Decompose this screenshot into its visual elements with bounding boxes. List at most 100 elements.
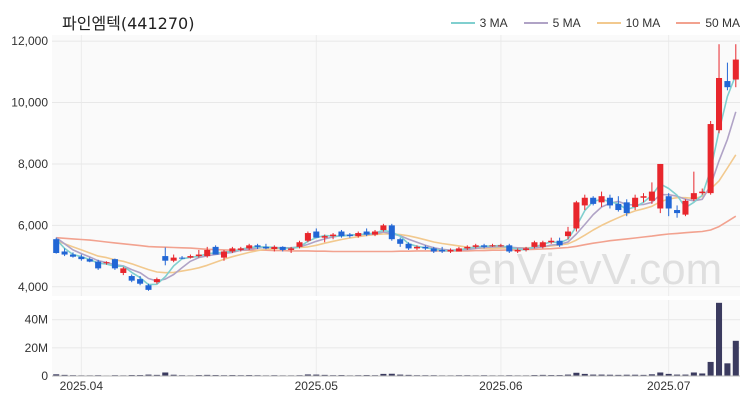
legend-swatch-ma50 [676,22,701,24]
volume-bar [170,374,177,376]
candle-body [137,279,144,284]
candle-body [506,245,513,252]
volume-tick-label: 40M [25,313,48,327]
y-tick-label: 6,000 [18,218,48,232]
volume-tick-label: 20M [25,341,48,355]
x-tick-label: 2025.06 [479,379,523,393]
candle-body [682,200,689,215]
volume-bar [648,374,655,376]
legend-item-ma10: 10 MA [596,16,661,30]
volume-bar [162,372,169,376]
volume-bar [598,374,605,376]
x-tick-label: 2025.04 [60,379,104,393]
candle-body [179,257,186,259]
candle-body [237,248,244,250]
candle-body [229,248,236,252]
candle-body [120,268,127,273]
volume-bar [632,374,639,376]
candle-body [548,240,555,243]
candle-body [338,231,345,237]
candle-body [220,251,228,258]
candle-body [78,256,85,260]
candle-body [313,231,320,238]
volume-bar [732,340,739,376]
candle-body [413,246,420,249]
candle-body [724,81,731,88]
candle-body [346,234,353,237]
y-tick-label: 10,000 [11,96,48,110]
candle-body [195,254,202,257]
candle-body [497,245,504,247]
candle-body [523,248,530,250]
candle-body [657,163,664,209]
candle-body [363,231,370,235]
legend-label-ma10: 10 MA [625,16,661,30]
legend-item-ma3: 3 MA [450,16,508,30]
candle-body [128,276,135,281]
volume-bar [590,374,597,376]
legend-item-ma50: 50 MA [676,16,740,30]
candle-body [447,249,454,252]
candle-body [380,225,387,230]
volume-panel-bg [52,300,740,376]
volume-bar [321,374,328,376]
candle-body [61,251,68,255]
candle-body [674,210,681,214]
candle-body [581,197,588,206]
volume-bar [397,374,404,376]
candle-body [95,261,102,269]
candle-body [296,242,303,247]
candle-body [397,239,404,244]
volume-bar [581,373,588,376]
candle-body [422,246,429,249]
candle-body [355,233,362,237]
candle-body [489,245,496,247]
candle-body [455,248,462,252]
volume-bar [690,372,697,376]
candle-body [707,124,714,194]
legend-swatch-ma3 [450,22,475,24]
volume-bar [707,361,714,376]
volume-bar [665,373,672,376]
volume-bar [380,373,387,376]
volume-bar [606,374,613,376]
volume-bar [716,302,723,376]
y-tick-label: 4,000 [18,280,48,294]
candle-body [304,233,311,241]
candle-body [472,245,479,247]
candle-body [665,196,672,209]
candle-body [481,245,488,247]
volume-bar [313,374,320,376]
watermark: enVievV.com [468,245,722,294]
candle-body [212,246,219,255]
volume-bar [204,374,211,376]
candle-body [514,249,521,252]
candle-body [321,236,328,238]
legend-label-ma5: 5 MA [552,16,581,30]
candle-body [598,196,605,203]
candle-body [388,225,395,240]
volume-bar [539,374,546,376]
candle-body [204,249,211,257]
x-tick-label: 2025.05 [295,379,339,393]
candle-body [623,202,630,214]
volume-bar [564,374,572,376]
volume-bar [388,373,395,376]
candle-body [271,246,278,250]
volume-bar [699,373,706,376]
candle-body [372,231,379,235]
volume-bar [405,374,412,376]
candle-body [556,240,563,246]
volume-bar [657,372,664,376]
candle-body [111,259,118,269]
legend-label-ma50: 50 MA [705,16,740,30]
candle-body [405,243,412,249]
candle-body [53,239,60,254]
candle-body [246,245,253,249]
candle-body [170,257,177,261]
legend-swatch-ma5 [523,22,548,24]
candle-body [187,256,194,258]
candle-body [716,77,723,131]
